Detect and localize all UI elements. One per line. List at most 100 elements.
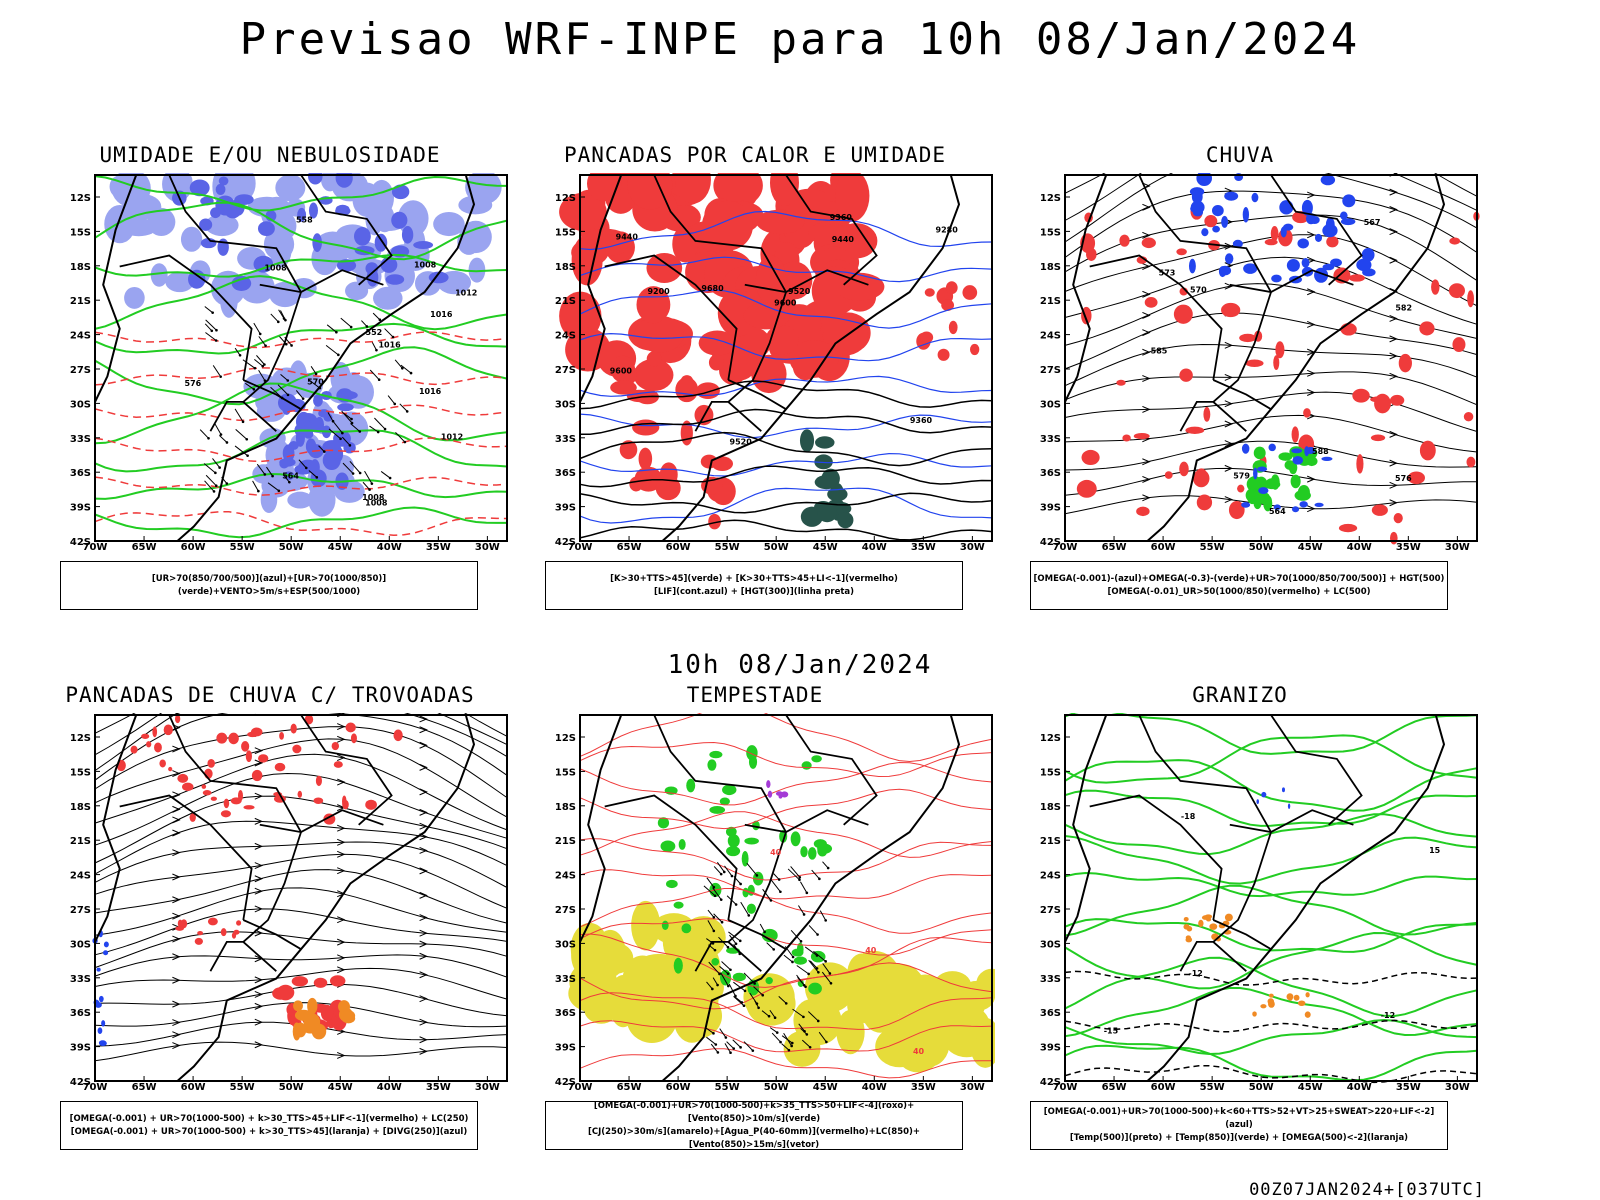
rain-blue-area: [1301, 257, 1310, 268]
wind-vector-head: [787, 1048, 791, 1052]
wind-vector: [801, 1039, 811, 1048]
thunder-area: [207, 758, 215, 768]
humidity-area: [170, 173, 193, 190]
lif-contour: [579, 289, 993, 329]
jet-area: [793, 999, 830, 1042]
contour-label: 570: [1190, 286, 1207, 295]
wind-vector: [712, 977, 718, 986]
humidity-core: [413, 241, 434, 250]
lon-label: 70W: [83, 542, 108, 553]
temp850-contour: [1064, 931, 1478, 990]
wind-vector: [364, 470, 373, 484]
lon-label: 55W: [230, 1082, 255, 1093]
contour-label: 1012: [441, 432, 463, 441]
wind-vector: [369, 369, 380, 381]
stream-arrow: [1142, 231, 1151, 239]
convection-area: [919, 331, 934, 344]
wind-vector-head: [711, 987, 714, 991]
contour-label: 9520: [788, 287, 811, 296]
thunder-area: [197, 930, 203, 936]
wind-vector-head: [719, 898, 723, 901]
wind-850-area: [673, 901, 684, 909]
humidity-area: [273, 470, 308, 492]
streamline: [94, 713, 508, 772]
contour-label: 1016: [430, 310, 453, 319]
rain-area: [1228, 500, 1245, 520]
wind-vector-head: [337, 353, 340, 357]
humidity-core: [210, 207, 221, 219]
wind-vector: [796, 965, 809, 975]
lat-label: 39S: [555, 1043, 576, 1054]
omega-area: [1297, 1000, 1306, 1007]
wind-vector: [716, 862, 725, 873]
contour-label: 576: [1395, 474, 1412, 483]
country-border: [242, 919, 302, 950]
wind-vector: [732, 1039, 741, 1048]
hail-area: [1261, 791, 1267, 798]
lon-label: 55W: [715, 1082, 740, 1093]
east-coastline: [176, 714, 476, 1082]
stream-arrow: [419, 808, 428, 816]
wind-vector: [395, 432, 406, 443]
wind-vector-head: [734, 994, 737, 998]
stream-arrow: [172, 1031, 181, 1039]
lat-label: 21S: [1040, 296, 1061, 307]
temp850-contour: [1064, 956, 1478, 1018]
stream-arrow: [1389, 256, 1398, 264]
country-border: [1229, 809, 1354, 834]
wind-850-area: [765, 977, 773, 985]
wind-vector: [703, 885, 716, 897]
wind-vector: [743, 1041, 754, 1051]
thunder-orange-area-group: [292, 997, 356, 1041]
lon-label: 50W: [764, 1082, 789, 1093]
thunder-area: [342, 795, 347, 808]
legend-line: [CJ(250)>30m/s](amarelo)+[Agua_P(40-60mm…: [587, 1126, 921, 1150]
wind-vector: [280, 373, 289, 381]
map-frame: [1064, 714, 1478, 1082]
wind-850-area: [813, 839, 827, 849]
contour-label: 40: [770, 848, 782, 857]
wind-vector-head: [214, 471, 217, 475]
humidity-contour: [94, 175, 508, 212]
contour-label: 579: [1233, 471, 1250, 480]
thunder-area: [291, 976, 309, 987]
temp850-contour: [1064, 918, 1478, 953]
country-border: [209, 941, 277, 972]
wind-vector-head: [253, 366, 257, 370]
wind-vector: [720, 972, 729, 987]
lon-label: 35W: [1396, 542, 1421, 553]
thunder-area: [201, 784, 207, 789]
west-coastline: [94, 714, 138, 943]
stream-arrow: [172, 1019, 181, 1027]
streamline: [94, 772, 508, 846]
country-border: [653, 174, 787, 403]
west-coastline: [579, 174, 623, 403]
wind-850-area: [811, 755, 822, 763]
rain-area: [1352, 388, 1370, 403]
humidity-area: [433, 211, 465, 237]
lc850-contour: [579, 933, 993, 988]
thunder-area: [175, 926, 185, 931]
jet-area: [958, 980, 995, 1012]
lat-label: 33S: [1040, 974, 1061, 985]
stream-arrow: [337, 778, 346, 786]
wind-850-area: [746, 745, 758, 761]
lat-label: 15S: [555, 227, 576, 238]
divergence-area: [102, 950, 109, 956]
lat-label: 21S: [555, 836, 576, 847]
humidity-core: [303, 429, 314, 439]
lon-label: 45W: [328, 1082, 353, 1093]
lat-label: 15S: [70, 767, 91, 778]
wind-vector-head: [791, 960, 794, 964]
convection-area-group: [916, 281, 980, 361]
stream-arrow: [172, 770, 181, 778]
wind-850-area: [678, 839, 686, 850]
lat-label: 39S: [1040, 503, 1061, 514]
thunder-area: [279, 732, 284, 740]
legend-line: [OMEGA(-0.001)-(azul)+OMEGA(-0.3)-(verde…: [1033, 573, 1445, 584]
rain-area: [1338, 523, 1358, 533]
lc850-contour: [579, 869, 993, 900]
hail-area: [1287, 803, 1291, 809]
wind-vector-head: [779, 1040, 782, 1044]
